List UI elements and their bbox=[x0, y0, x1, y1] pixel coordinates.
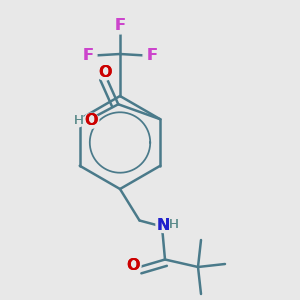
Text: F: F bbox=[146, 48, 157, 63]
Text: O: O bbox=[85, 113, 98, 128]
Circle shape bbox=[167, 218, 179, 230]
Text: H: H bbox=[169, 218, 178, 231]
Text: H: H bbox=[169, 218, 178, 231]
Text: O: O bbox=[98, 65, 112, 80]
Text: O: O bbox=[127, 258, 140, 273]
Circle shape bbox=[156, 218, 171, 232]
Text: H: H bbox=[74, 114, 83, 127]
Text: N: N bbox=[157, 218, 170, 232]
Text: F: F bbox=[115, 18, 125, 33]
Circle shape bbox=[112, 17, 128, 34]
Circle shape bbox=[80, 47, 97, 64]
Circle shape bbox=[97, 65, 112, 80]
Circle shape bbox=[143, 47, 160, 64]
Text: H: H bbox=[74, 114, 83, 127]
Text: N: N bbox=[157, 218, 170, 232]
Circle shape bbox=[126, 258, 141, 273]
Text: O: O bbox=[98, 65, 112, 80]
Text: F: F bbox=[146, 48, 157, 63]
Text: F: F bbox=[115, 18, 125, 33]
Text: F: F bbox=[83, 48, 94, 63]
Circle shape bbox=[84, 113, 99, 128]
Text: O: O bbox=[127, 258, 140, 273]
Text: O: O bbox=[85, 113, 98, 128]
Text: F: F bbox=[83, 48, 94, 63]
Circle shape bbox=[72, 115, 84, 127]
